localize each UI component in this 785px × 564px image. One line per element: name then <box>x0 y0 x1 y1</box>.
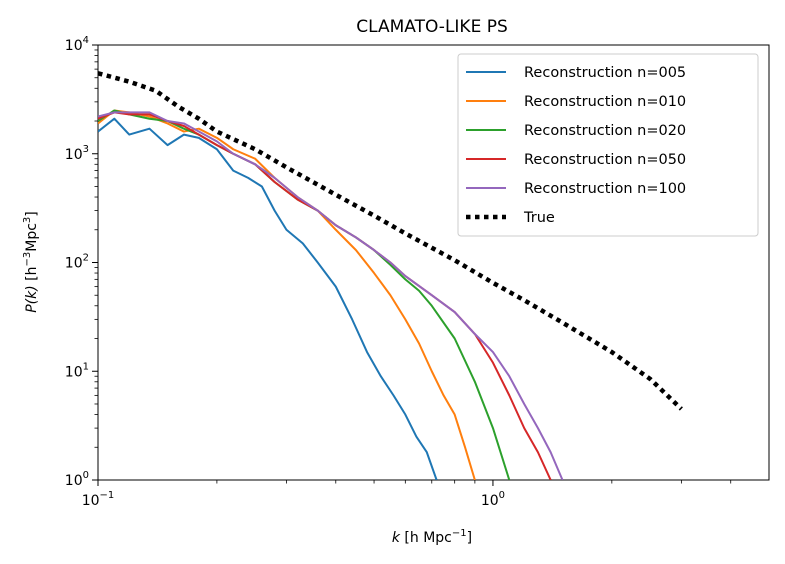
series-lines <box>98 71 683 480</box>
series-line-2 <box>98 109 476 480</box>
y-axis-label: P(k) [h−3Mpc3] <box>22 211 40 313</box>
series-line-6 <box>98 71 683 411</box>
y-tick-label: 103 <box>65 144 89 163</box>
series-line-1 <box>98 117 438 480</box>
legend-label: Reconstruction n=100 <box>524 181 686 197</box>
y-axis-ticks: 100 101 102 103 104 <box>65 35 98 489</box>
legend-label: True <box>523 210 555 226</box>
y-tick-label: 104 <box>65 35 89 54</box>
chart-title: CLAMATO-LIKE PS <box>356 17 508 37</box>
y-tick-label: 100 <box>65 470 89 489</box>
series-line-5 <box>98 111 564 480</box>
legend: Reconstruction n=005 Reconstruction n=010… <box>457 53 759 237</box>
y-tick-label: 101 <box>65 361 89 380</box>
legend-label: Reconstruction n=010 <box>524 94 686 110</box>
legend-box <box>457 53 759 237</box>
y-tick-label: 102 <box>65 253 89 272</box>
x-axis-label: k [h Mpc−1] <box>392 528 472 546</box>
x-axis-ticks: 10−1 100 <box>82 480 732 509</box>
legend-label: Reconstruction n=005 <box>524 65 686 81</box>
series-line-3 <box>98 109 511 480</box>
legend-label: Reconstruction n=050 <box>524 152 686 168</box>
legend-label: Reconstruction n=020 <box>524 123 686 139</box>
x-tick-label: 100 <box>481 490 505 509</box>
x-tick-label: 10−1 <box>82 490 115 509</box>
